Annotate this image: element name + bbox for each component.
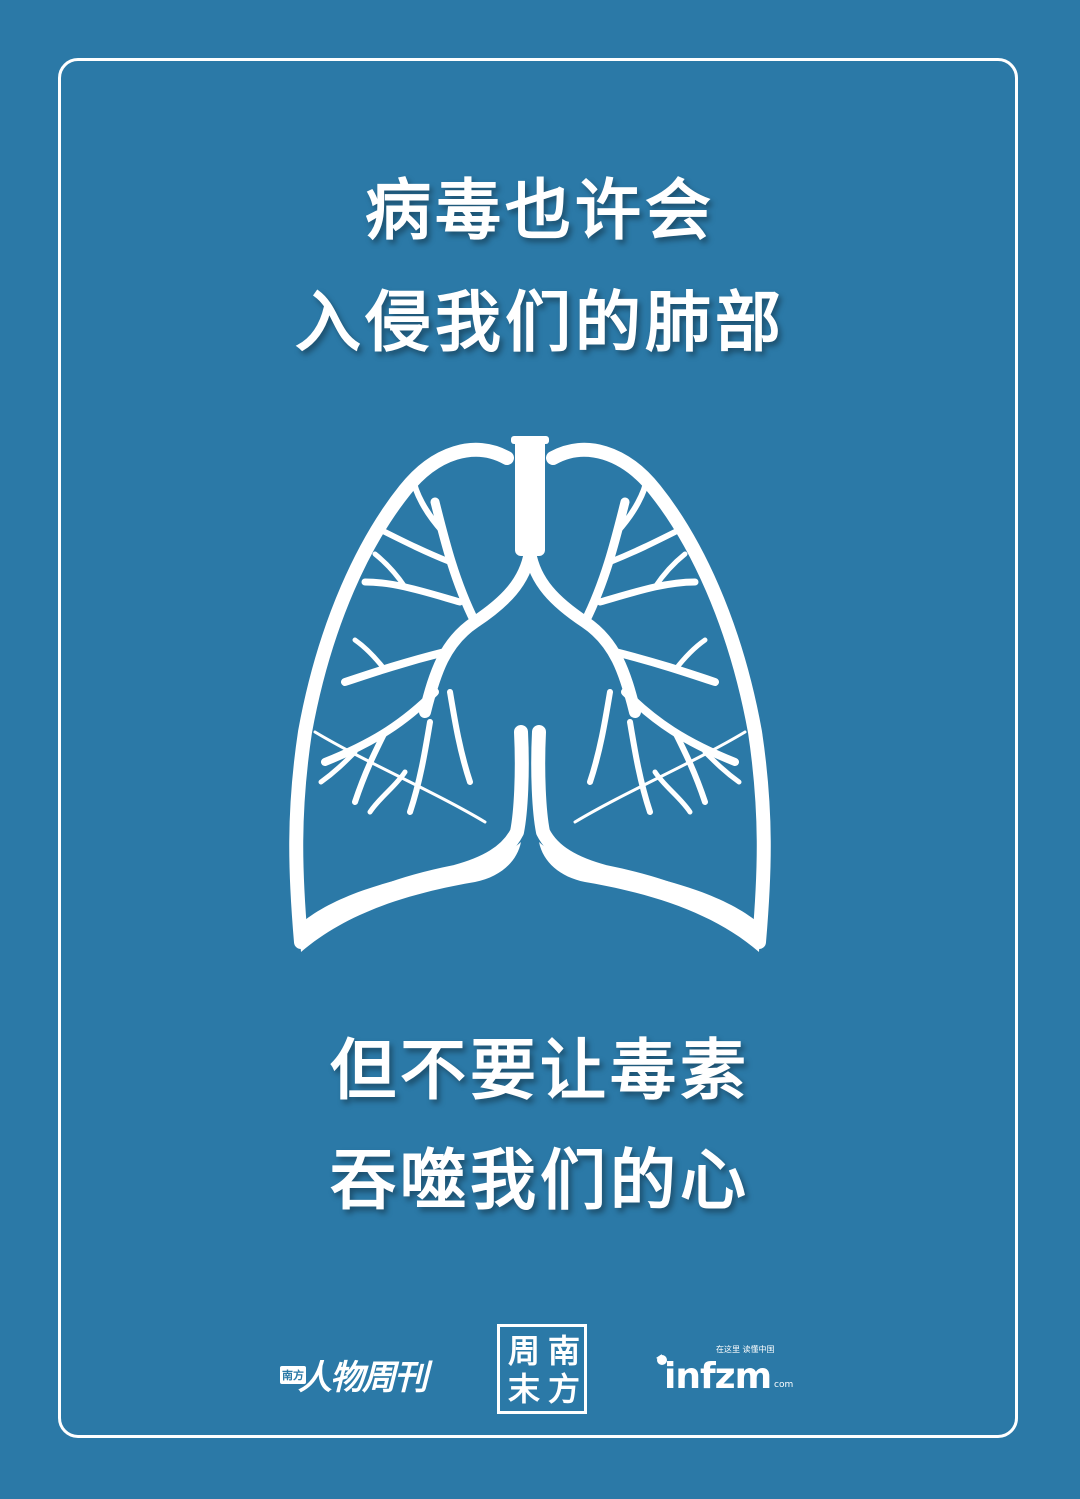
infzm-wordmark: infzm <box>664 1356 772 1397</box>
seal-char-1: 周 <box>507 1332 540 1370</box>
bird-icon <box>656 1354 667 1365</box>
southern-weekly-seal-logo: 周 南 末 方 <box>497 1324 587 1414</box>
seal-char-2: 南 <box>547 1332 580 1370</box>
infzm-com: com <box>774 1380 794 1390</box>
seal-char-4: 方 <box>547 1370 580 1408</box>
headline-line-1: 病毒也许会 <box>365 172 715 249</box>
infzm-logo: 在这里 读懂中国 infzm com <box>654 1340 804 1400</box>
seal-char-3: 末 <box>507 1370 540 1408</box>
lungs-icon <box>285 432 775 952</box>
infzm-tagline: 在这里 读懂中国 <box>716 1345 775 1354</box>
people-weekly-logo-prefix: 南方 <box>280 1366 306 1384</box>
poster-frame <box>58 58 1018 1438</box>
headline-line-2: 入侵我们的肺部 <box>295 284 785 361</box>
headline-line-3: 但不要让毒素 <box>330 1032 750 1109</box>
people-weekly-logo-text: 人物周刊 <box>298 1358 428 1398</box>
headline-line-4: 吞噬我们的心 <box>330 1142 750 1219</box>
publisher-logos: 南方 人物周刊 周 南 末 方 在这里 读懂中国 infzm com <box>0 1318 1080 1418</box>
people-weekly-logo: 南方 人物周刊 <box>280 1348 450 1398</box>
